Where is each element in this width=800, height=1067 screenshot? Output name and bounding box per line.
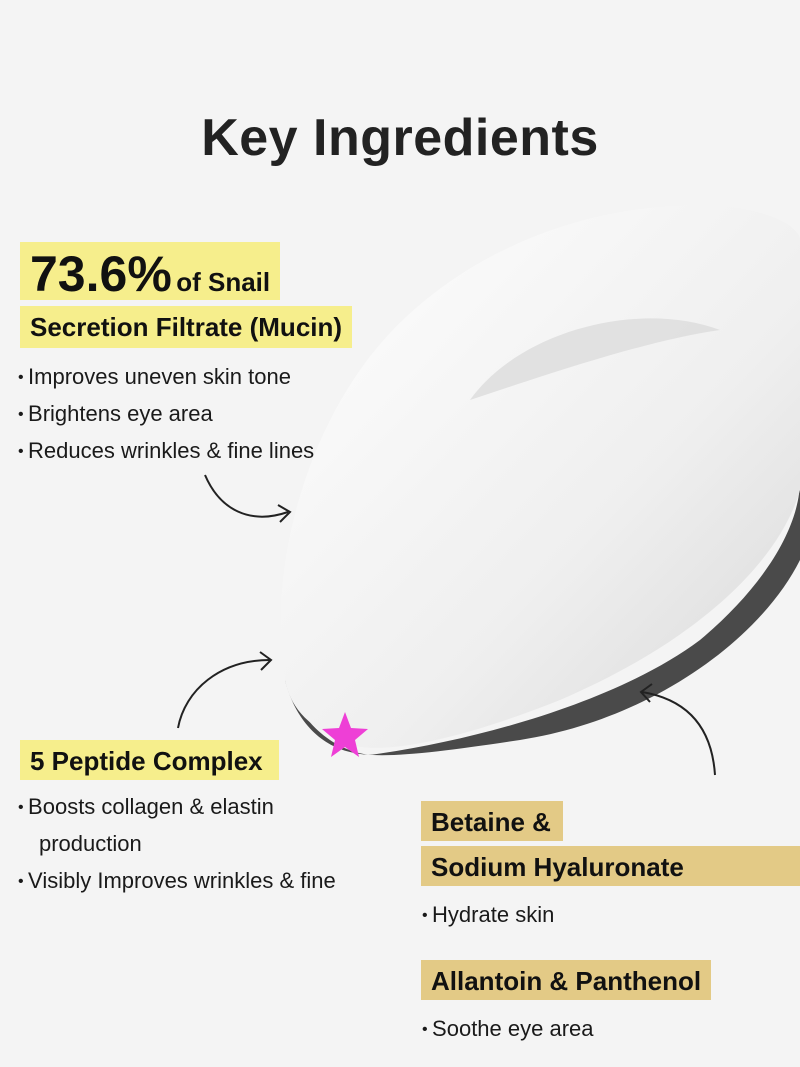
snail-heading-suffix: of Snail: [176, 267, 271, 297]
page-title: Key Ingredients: [201, 109, 599, 167]
cream-body: [280, 205, 800, 748]
bullet-item: Reduces wrinkles & fine lines: [18, 433, 314, 470]
bullet-item: Improves uneven skin tone: [18, 359, 314, 396]
betaine-bullets: Hydrate skin: [422, 897, 554, 934]
cream-shadow: [285, 480, 800, 756]
snail-heading-line1: 73.6% of Snail: [20, 242, 281, 302]
snail-heading-line2: Secretion Filtrate (Mucin): [20, 306, 353, 348]
curved-arrow-icon: [177, 651, 273, 729]
curved-arrow-icon: [639, 683, 716, 776]
star-icon: [322, 712, 368, 757]
peptide-heading: 5 Peptide Complex: [20, 740, 279, 780]
betaine-heading-line2: Sodium Hyaluronate: [421, 846, 800, 886]
bullet-item-continuation: production: [39, 831, 142, 856]
bullet-item: Boosts collagen & elastin: [18, 789, 336, 826]
allantoin-bullets: Soothe eye area: [422, 1011, 593, 1048]
curved-arrow-icon: [204, 474, 292, 523]
snail-bullets: Improves uneven skin tone Brightens eye …: [18, 359, 314, 470]
snail-percent: 73.6%: [30, 246, 172, 302]
peptide-bullets: Boosts collagen & elastin production Vis…: [18, 789, 336, 900]
bullet-item: Brightens eye area: [18, 396, 314, 433]
betaine-heading-line1: Betaine &: [421, 801, 563, 841]
bullet-item: Visibly Improves wrinkles & fine: [18, 863, 336, 900]
allantoin-heading: Allantoin & Panthenol: [421, 960, 712, 1000]
bullet-item: Soothe eye area: [422, 1011, 593, 1048]
bullet-item: Hydrate skin: [422, 897, 554, 934]
